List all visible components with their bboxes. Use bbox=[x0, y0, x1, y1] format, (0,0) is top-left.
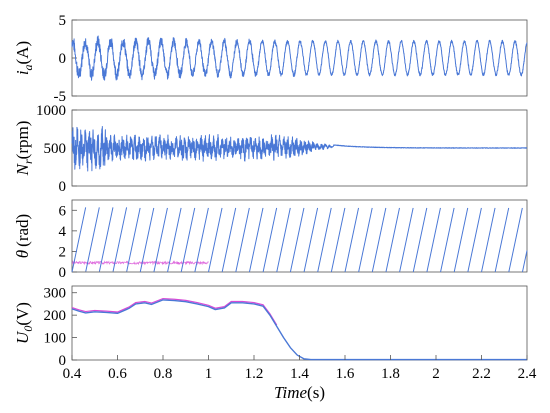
series-u0-secondary bbox=[71, 297, 278, 326]
x-axis: 0.4 0.6 0.8 1 1.2 1.4 1.6 1.8 2 2.2 2.4 Time(s) bbox=[63, 355, 537, 402]
y-tick-label: 6 bbox=[59, 203, 67, 219]
series-ia bbox=[71, 35, 528, 81]
panel-frame bbox=[71, 19, 528, 97]
y-tick-label: -5 bbox=[54, 89, 67, 105]
x-tick-label: 1.4 bbox=[290, 366, 309, 382]
y-tick-label: 1000 bbox=[36, 103, 66, 119]
series-nr bbox=[71, 126, 528, 172]
y-tick-label: 0 bbox=[59, 51, 67, 67]
panel-frame bbox=[71, 285, 528, 361]
y-axis-label: θ(rad) bbox=[13, 214, 32, 258]
x-tick-label: 2 bbox=[432, 366, 440, 382]
y-tick-label: 200 bbox=[44, 308, 67, 324]
series-theta bbox=[71, 207, 528, 273]
y-axis-label: ia(A) bbox=[13, 41, 35, 75]
x-tick-label: 1.6 bbox=[336, 366, 355, 382]
x-tick-label: 1.8 bbox=[381, 366, 400, 382]
x-tick-label: 2.2 bbox=[472, 366, 491, 382]
y-tick-label: 0 bbox=[59, 353, 67, 369]
x-tick-label: 1 bbox=[205, 366, 213, 382]
series-theta-secondary bbox=[71, 260, 209, 266]
x-axis-label: Time(s) bbox=[274, 383, 325, 402]
series-u0 bbox=[71, 299, 527, 361]
panel-frame bbox=[71, 199, 528, 273]
panel-ia: -5 0 5 ia(A) bbox=[13, 13, 528, 105]
x-tick-label: 0.6 bbox=[108, 366, 127, 382]
y-axis-label: U0(V) bbox=[13, 302, 35, 344]
x-tick-label: 0.4 bbox=[63, 366, 82, 382]
y-tick-label: 2 bbox=[59, 244, 67, 260]
y-axis-label: Nr(rpm) bbox=[13, 121, 35, 177]
y-tick-label: 4 bbox=[59, 224, 67, 240]
y-tick-label: 300 bbox=[44, 286, 67, 302]
y-tick-label: 0 bbox=[59, 265, 67, 281]
panel-u0: 0 100 200 300 U0(V) bbox=[13, 285, 528, 369]
panel-theta: 0 2 4 6 θ(rad) bbox=[13, 199, 528, 281]
y-tick-label: 500 bbox=[44, 141, 67, 157]
x-tick-label: 0.8 bbox=[154, 366, 173, 382]
y-tick-label: 5 bbox=[59, 13, 67, 29]
x-tick-label: 2.4 bbox=[518, 366, 537, 382]
y-tick-label: 0 bbox=[59, 179, 67, 195]
x-tick-label: 1.2 bbox=[245, 366, 264, 382]
y-tick-label: 100 bbox=[44, 331, 67, 347]
